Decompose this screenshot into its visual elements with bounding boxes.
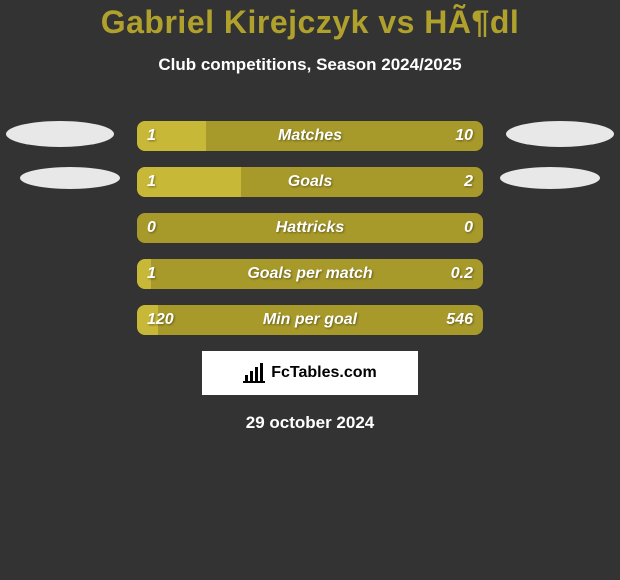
stat-bar: 12Goals	[137, 167, 483, 197]
stat-row: 12Goals	[0, 167, 620, 197]
stat-row: 00Hattricks	[0, 213, 620, 243]
stat-bar: 10.2Goals per match	[137, 259, 483, 289]
stats-block: 110Matches 12Goals 00Hattricks 10.2Goals pe…	[0, 121, 620, 335]
stat-label: Goals per match	[137, 259, 483, 289]
date-line: 29 october 2024	[0, 413, 620, 433]
stat-label: Hattricks	[137, 213, 483, 243]
stat-label: Matches	[137, 121, 483, 151]
stat-bar: 120546Min per goal	[137, 305, 483, 335]
subtitle: Club competitions, Season 2024/2025	[0, 55, 620, 75]
bar-chart-icon	[243, 363, 265, 383]
stat-label: Goals	[137, 167, 483, 197]
page-title: Gabriel Kirejczyk vs HÃ¶dl	[0, 4, 620, 41]
stat-row: 120546Min per goal	[0, 305, 620, 335]
stat-row: 110Matches	[0, 121, 620, 151]
stat-bar: 110Matches	[137, 121, 483, 151]
attribution-badge[interactable]: FcTables.com	[202, 351, 418, 395]
stat-label: Min per goal	[137, 305, 483, 335]
comparison-card: Gabriel Kirejczyk vs HÃ¶dl Club competit…	[0, 0, 620, 433]
attribution-text: FcTables.com	[271, 364, 377, 382]
stat-bar: 00Hattricks	[137, 213, 483, 243]
stat-row: 10.2Goals per match	[0, 259, 620, 289]
